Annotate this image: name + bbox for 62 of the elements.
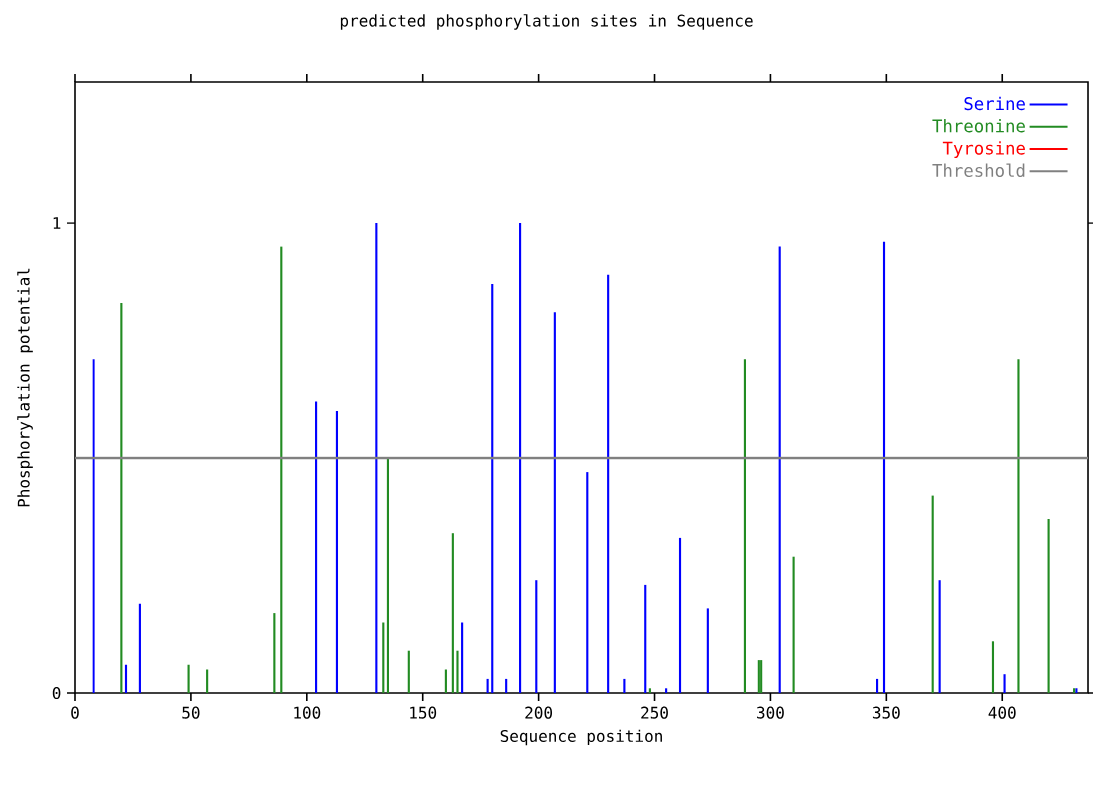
bar [120, 302, 123, 693]
bar [665, 688, 668, 693]
bar [882, 241, 886, 693]
bar [778, 246, 781, 693]
bar [991, 641, 995, 693]
x-axis-title: Sequence position [500, 729, 662, 746]
bar [931, 495, 934, 693]
bar [743, 359, 746, 693]
bar [757, 660, 760, 693]
x-tick-label: 150 [410, 706, 437, 719]
legend-label: Tyrosine [942, 141, 1025, 158]
legend-label: Threshold [932, 163, 1025, 177]
x-tick-label: 250 [641, 706, 668, 719]
bar [407, 650, 410, 693]
bar [386, 458, 390, 693]
bar [491, 284, 494, 693]
bar [519, 223, 522, 693]
bar [206, 669, 209, 693]
bar [335, 411, 339, 693]
bar [648, 688, 651, 693]
y-axis-title: Phosphorylation potential [17, 268, 33, 507]
x-tick-label: 350 [872, 706, 900, 719]
legend-label: Serine [964, 96, 1025, 111]
bar [535, 580, 538, 693]
bar [92, 359, 95, 693]
chart-title: predicted phosphorylation sites in Sequence [340, 14, 753, 30]
bar [375, 223, 378, 693]
bar [760, 660, 763, 693]
bar [792, 556, 795, 693]
bar [706, 608, 709, 693]
bar [623, 678, 626, 693]
bar [273, 613, 276, 693]
bar [444, 669, 447, 693]
x-tick-label: 0 [71, 706, 79, 719]
bar [678, 537, 682, 693]
bar [938, 580, 941, 693]
bar [505, 678, 508, 693]
bar [586, 472, 589, 693]
bar [1003, 674, 1006, 693]
bar [1047, 519, 1050, 693]
bar [461, 622, 464, 693]
bar [382, 622, 385, 693]
bar [280, 246, 283, 693]
bar [644, 584, 647, 693]
bar [187, 664, 190, 693]
bar [138, 603, 141, 693]
x-tick-label: 200 [525, 706, 553, 719]
bar [486, 678, 489, 693]
bar [456, 650, 459, 693]
bar [451, 533, 454, 693]
bar [875, 678, 879, 693]
bar [124, 664, 128, 693]
x-tick-label: 300 [757, 706, 784, 719]
y-tick-label: 1 [53, 217, 61, 229]
bar [553, 312, 556, 693]
bar [1017, 359, 1020, 693]
x-tick-label: 50 [182, 706, 200, 719]
x-tick-label: 100 [294, 706, 321, 719]
bar [607, 274, 610, 693]
legend-label: Threonine [932, 118, 1025, 133]
bar [315, 401, 318, 693]
x-tick-label: 400 [988, 706, 1016, 719]
